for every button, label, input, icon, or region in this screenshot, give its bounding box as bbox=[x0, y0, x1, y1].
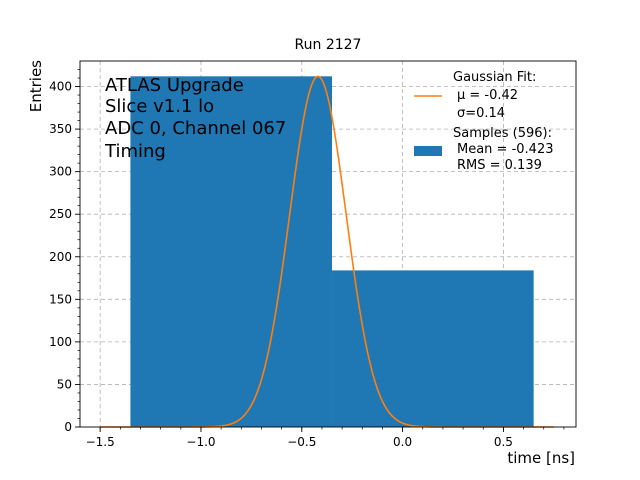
legend-hist-label-3: RMS = 0.139 bbox=[457, 158, 542, 173]
annotation-line-2: Slice v1.1 lo bbox=[105, 96, 214, 117]
annotation-line-4: Timing bbox=[104, 141, 166, 162]
legend-hist-swatch bbox=[414, 146, 442, 156]
y-tick-label-4: 200 bbox=[49, 250, 72, 264]
annotation-line-3: ADC 0, Channel 067 bbox=[105, 118, 286, 139]
x-axis-label: time [ns] bbox=[507, 449, 575, 467]
legend-hist-label-1: Samples (596): bbox=[453, 126, 552, 141]
y-tick-label-7: 350 bbox=[49, 122, 72, 136]
x-tick-label-3: 0.0 bbox=[393, 435, 412, 449]
legend-fit-label-2: μ = -0.42 bbox=[457, 88, 518, 103]
y-tick-label-3: 150 bbox=[49, 292, 72, 306]
chart-title: Run 2127 bbox=[295, 37, 362, 53]
y-axis-label: Entries bbox=[27, 60, 45, 112]
legend: Gaussian Fit: μ = -0.42 σ=0.14 Samples (… bbox=[414, 70, 553, 173]
y-tick-label-6: 300 bbox=[49, 165, 72, 179]
x-tick-label-0: −1.5 bbox=[86, 435, 115, 449]
y-tick-label-5: 250 bbox=[49, 207, 72, 221]
legend-fit-label-3: σ=0.14 bbox=[457, 106, 505, 121]
y-tick-label-0: 0 bbox=[64, 420, 72, 434]
legend-fit-label-1: Gaussian Fit: bbox=[453, 70, 536, 85]
y-tick-label-8: 400 bbox=[49, 80, 72, 94]
run-annotation: ATLAS Upgrade Slice v1.1 lo ADC 0, Chann… bbox=[104, 75, 286, 162]
x-tick-label-4: 0.5 bbox=[494, 435, 513, 449]
y-tick-label-1: 50 bbox=[57, 377, 72, 391]
annotation-line-1: ATLAS Upgrade bbox=[105, 75, 244, 96]
plot-frame bbox=[79, 60, 577, 428]
histogram-bar-1 bbox=[332, 270, 534, 427]
histogram-bars bbox=[130, 76, 534, 428]
histogram-bar-0 bbox=[130, 76, 333, 428]
y-axis-ticks: 0 50 100 150 200 250 300 350 400 bbox=[49, 69, 80, 434]
y-tick-label-2: 100 bbox=[49, 335, 72, 349]
x-tick-label-1: −1.0 bbox=[186, 435, 215, 449]
x-tick-label-2: −0.5 bbox=[287, 435, 316, 449]
legend-hist-label-2: Mean = -0.423 bbox=[457, 142, 553, 157]
x-axis-ticks: −1.5 −1.0 −0.5 0.0 0.5 bbox=[86, 427, 565, 449]
